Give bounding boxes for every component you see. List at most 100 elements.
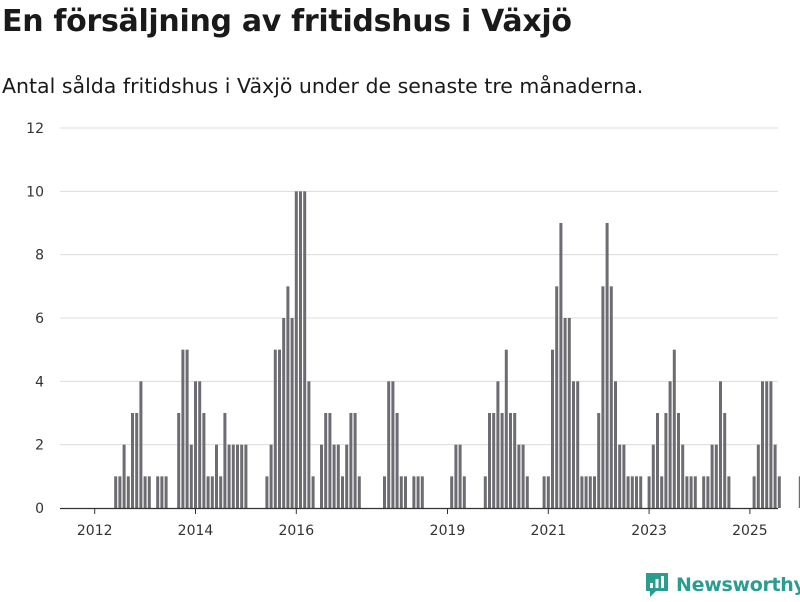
bar [228,445,231,508]
bar [639,476,642,508]
bar [265,476,268,508]
bar [396,413,399,508]
bar [610,286,613,508]
bar [165,476,168,508]
bar [312,476,315,508]
bar [412,476,415,508]
x-tick-label: 2023 [631,523,667,539]
bar [690,476,693,508]
bar [648,476,651,508]
bar [551,350,554,508]
bar [660,476,663,508]
bar [270,445,273,508]
bar [757,445,760,508]
bar [606,223,609,508]
bar [753,476,756,508]
bar [383,476,386,508]
bar [727,476,730,508]
bar [181,350,184,508]
bar [593,476,596,508]
bar [202,413,205,508]
bar [706,476,709,508]
bar [614,381,617,508]
bar [513,413,516,508]
bar [236,445,239,508]
bar [160,476,163,508]
bar [522,445,525,508]
bar [694,476,697,508]
bar [282,318,285,508]
bar [769,381,772,508]
bar [328,413,331,508]
y-tick-label: 0 [35,501,44,517]
bar [677,413,680,508]
bar [404,476,407,508]
bar [559,223,562,508]
bar [114,476,117,508]
bar [555,286,558,508]
bar [223,413,226,508]
x-tick-label: 2021 [530,523,566,539]
bar [627,476,630,508]
bar [450,476,453,508]
bar [618,445,621,508]
bar [307,381,310,508]
bar [517,445,520,508]
bar [341,476,344,508]
bar [681,445,684,508]
bar [702,476,705,508]
newsworthy-logo-icon [644,571,670,599]
bar [131,413,134,508]
bar [295,191,298,508]
bar [198,381,201,508]
y-tick-label: 2 [35,438,44,454]
bar [156,476,159,508]
bar [291,318,294,508]
bar [354,413,357,508]
bar [127,476,130,508]
bar [652,445,655,508]
bar [387,381,390,508]
bar [715,445,718,508]
bar [543,476,546,508]
bar [774,445,777,508]
y-tick-label: 8 [35,248,44,264]
bar [597,413,600,508]
bar [492,413,495,508]
bar [589,476,592,508]
bar [333,445,336,508]
bar [286,286,289,508]
bar [358,476,361,508]
bar [488,413,491,508]
bar [139,381,142,508]
bar [454,445,457,508]
bar [711,445,714,508]
bar [526,476,529,508]
bar [622,445,625,508]
bar [278,350,281,508]
bar [337,445,340,508]
bar [148,476,151,508]
bar [320,445,323,508]
y-tick-label: 12 [26,121,44,137]
bar [765,381,768,508]
bar [656,413,659,508]
bar [144,476,147,508]
bar [215,445,218,508]
bar [685,476,688,508]
bar [135,413,138,508]
bar [496,381,499,508]
bar [719,381,722,508]
bar [669,381,672,508]
page-subtitle: Antal sålda fritidshus i Växjö under de … [2,74,643,98]
bar [673,350,676,508]
bar [345,445,348,508]
bar [761,381,764,508]
bar [421,476,424,508]
newsworthy-brand: Newsworthy [644,568,800,602]
page-title: En försäljning av fritidshus i Växjö [2,4,572,39]
bar [349,413,352,508]
bar [244,445,247,508]
